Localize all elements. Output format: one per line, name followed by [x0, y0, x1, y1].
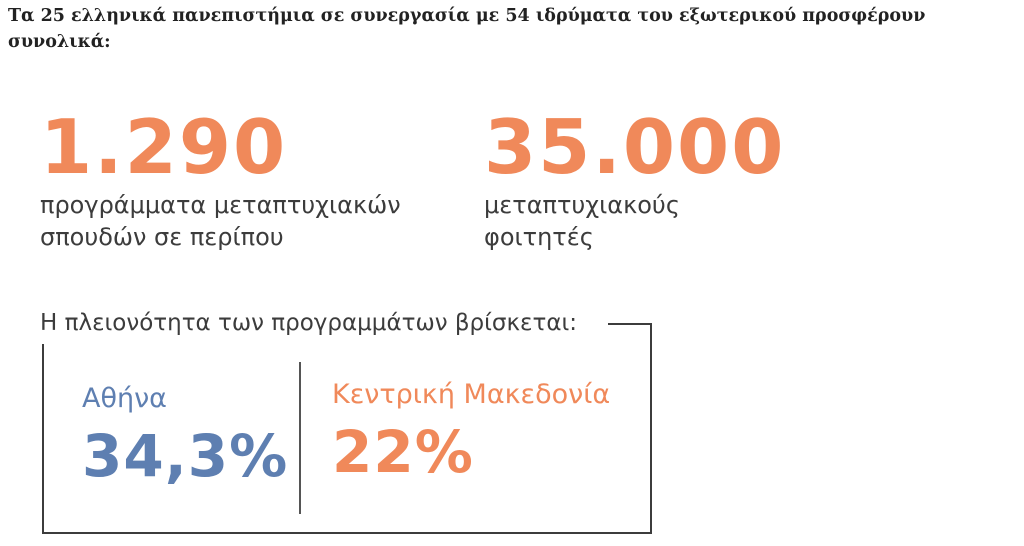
- stat-students-description: μεταπτυχιακούς φοιτητές: [484, 189, 785, 253]
- region-athens: Αθήνα 34,3%: [82, 382, 288, 488]
- majority-box-title: Η πλειονότητα των προγραμμάτων βρίσκεται…: [40, 310, 578, 336]
- region-athens-name: Αθήνα: [82, 383, 167, 414]
- region-central-macedonia-percentage: 22%: [332, 418, 474, 486]
- box-frame-left: [42, 344, 44, 534]
- box-frame-right: [650, 323, 652, 534]
- region-central-macedonia: Κεντρική Μακεδονία 22%: [332, 378, 610, 484]
- box-divider: [299, 362, 301, 514]
- box-frame-bottom: [42, 532, 652, 534]
- box-frame-top: [608, 323, 652, 325]
- stat-programs-description: προγράμματα μεταπτυχιακών σπουδών σε περ…: [40, 189, 401, 253]
- stat-students-line-1: μεταπτυχιακούς: [484, 191, 680, 219]
- stat-programs: 1.290 προγράμματα μεταπτυχιακών σπουδών …: [40, 110, 401, 253]
- stat-programs-value: 1.290: [40, 103, 288, 191]
- stat-students-line-2: φοιτητές: [484, 223, 594, 251]
- headline: Τα 25 ελληνικά πανεπιστήμια σε συνεργασί…: [8, 6, 926, 52]
- region-central-macedonia-name: Κεντρική Μακεδονία: [332, 379, 611, 410]
- stat-programs-line-2: σπουδών σε περίπου: [40, 223, 284, 251]
- stat-students: 35.000 μεταπτυχιακούς φοιτητές: [484, 110, 785, 253]
- region-athens-percentage: 34,3%: [82, 422, 289, 490]
- stat-programs-line-1: προγράμματα μεταπτυχιακών: [40, 191, 401, 219]
- stat-students-value: 35.000: [484, 103, 786, 191]
